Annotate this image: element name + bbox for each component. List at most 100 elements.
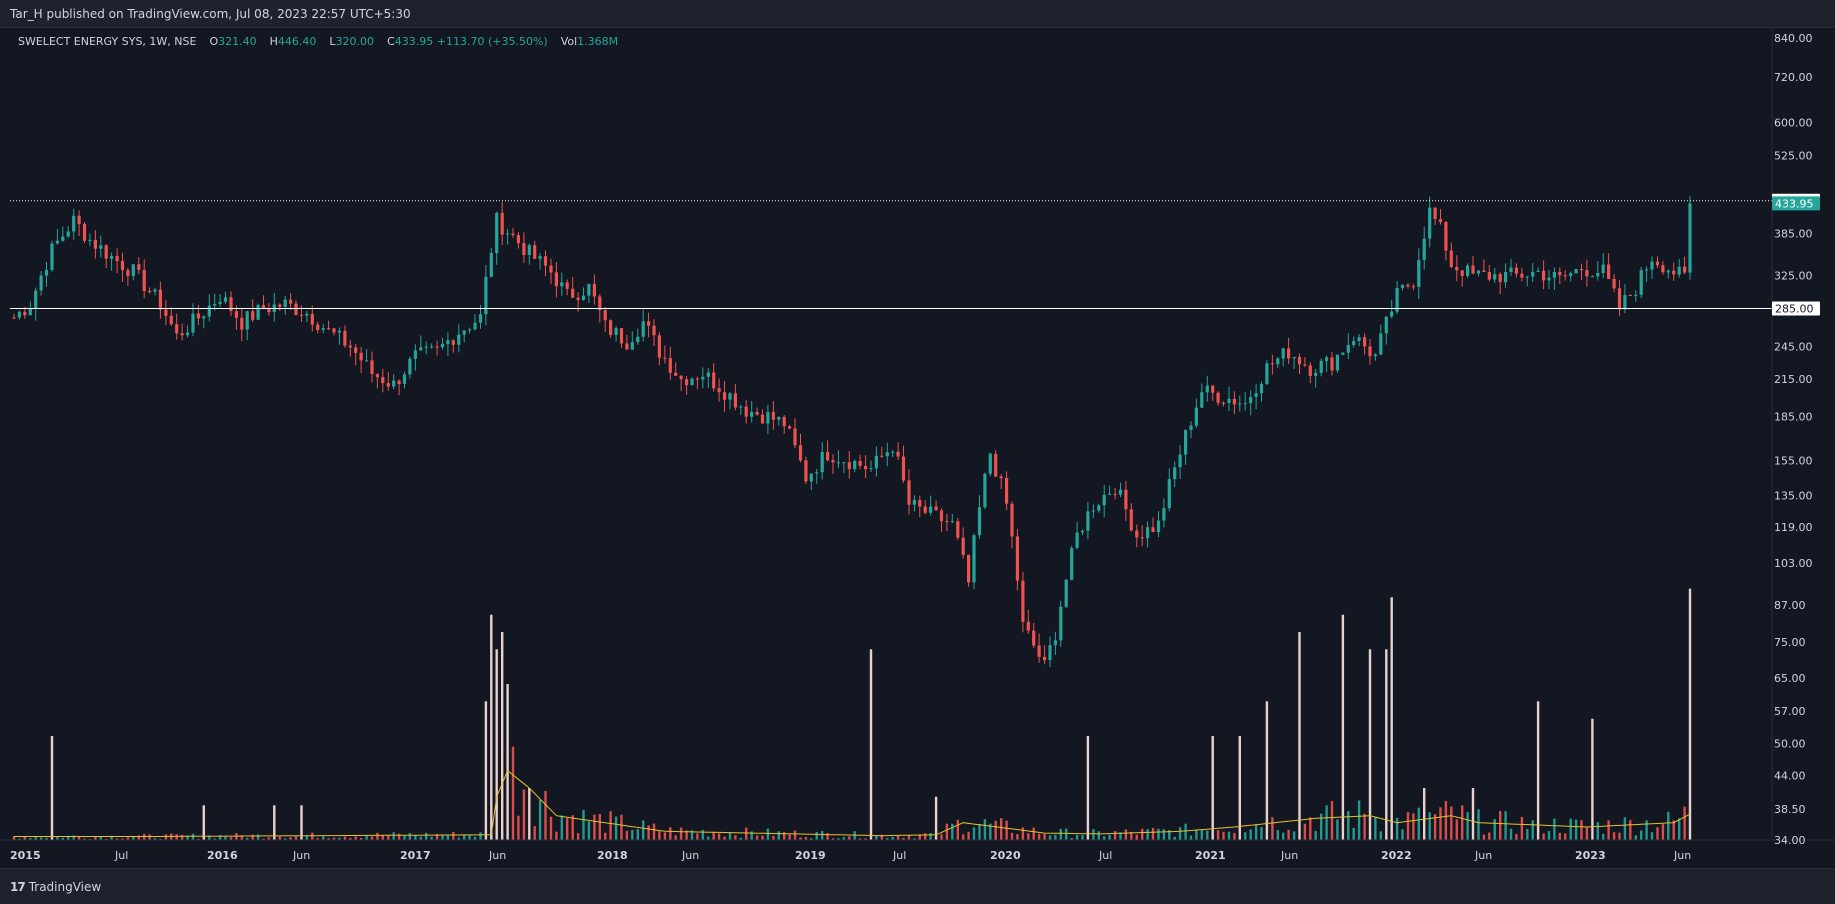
volume-bar [18,838,21,840]
tradingview-brand[interactable]: 17 TradingView [10,880,101,894]
brand-name: TradingView [28,880,102,894]
time-tick-label: 2017 [400,849,431,862]
candle-body [1238,403,1242,405]
volume-bar [1254,824,1258,840]
volume-bar [45,837,48,840]
price-tick-label: 103.00 [1774,557,1813,570]
volume-bar [1081,835,1084,840]
volume-bar [891,836,894,840]
candle-body [1368,346,1372,357]
candle-body [283,299,287,307]
volume-bar [1347,811,1350,840]
volume-bar [538,800,542,840]
volume-bar [1564,833,1567,840]
time-tick-label: 2020 [990,849,1021,862]
candle-body [988,453,992,474]
candle-body [755,411,759,415]
volume-bar [1569,818,1572,840]
volume-bar [1466,812,1469,840]
candle-body [1156,520,1161,533]
candle-body [815,472,819,474]
open-label: O [209,35,219,48]
candle-body [1579,269,1584,271]
last-price-label: 433.95 [1775,197,1814,210]
candle-body [820,452,824,473]
volume-bar [1374,816,1377,840]
price-chart[interactable]: 840.00 720.00 600.00 525.00 385.00 325.00 245.… [0,27,1835,868]
candle-body [934,506,938,511]
candle-body [289,299,293,304]
change-value: +113.70 (+35.50%) [436,35,548,48]
candle-body [1634,294,1638,296]
candle-body [1531,271,1535,277]
candle-body [836,462,840,464]
candle-body [1395,288,1399,312]
candle-body [918,500,922,507]
candle-body [120,260,125,271]
volume-bar [793,830,797,840]
volume-bar [1612,832,1616,840]
candle-body [592,283,596,297]
volume-bar [983,819,987,840]
time-tick-label: Jul [114,849,128,862]
candle-body [397,380,401,384]
volume-bar [1406,812,1410,840]
volume-bar [777,831,780,840]
candle-body [196,313,200,319]
volume-bar [1216,830,1220,840]
candle-body [1173,467,1177,480]
volume-bar [56,836,59,840]
candle-body [1482,270,1486,272]
candle-body [1471,265,1475,274]
candle-body [354,347,358,353]
volume-bar [1070,838,1073,840]
candle-body [1021,580,1025,622]
volume-bar [685,830,688,840]
candle-body [1650,261,1654,270]
candle-body [1574,269,1578,274]
time-tick-label: 2015 [10,849,41,862]
low-value: 320.00 [335,35,375,48]
volume-bar [1656,827,1659,840]
volume-value: 1.368M [577,35,619,48]
candle-body [1118,489,1123,495]
candle-body [1124,489,1128,510]
candle-body [1232,398,1236,405]
candle-body [1032,630,1036,646]
volume-bar [446,835,450,840]
price-tick-label: 50.00 [1774,738,1806,751]
volume-bar [1444,800,1448,840]
candle-body [88,239,92,241]
volume-bar [294,835,298,840]
candle-body [538,256,542,259]
volume-bar [1189,835,1193,840]
volume-bar [723,836,726,840]
candle-body [489,253,493,277]
candle-body [1200,392,1204,408]
volume-bar [1146,829,1149,840]
candle-body [1325,357,1329,361]
candle-body [798,445,803,461]
volume-bar [511,746,515,840]
candle-body [923,506,927,513]
volume-bar [1623,817,1627,840]
candle-body [457,334,461,345]
volume-bar [858,838,862,840]
volume-bar [1298,632,1301,840]
volume-bar [213,838,216,840]
candle-body [175,324,179,334]
candle-body [1151,527,1155,532]
candle-body [581,295,586,300]
candle-body [1585,270,1589,277]
candle-body [468,329,472,331]
volume-bar [886,837,889,840]
volume-bar [1596,822,1599,840]
candle-body [1026,621,1030,631]
volume-bar [370,836,374,840]
candle-body [1357,337,1361,341]
candle-body [1335,354,1339,371]
candle-body [1563,275,1567,277]
volume-bar [810,838,813,840]
candle-body [440,343,445,348]
volume-bar [1542,833,1545,840]
